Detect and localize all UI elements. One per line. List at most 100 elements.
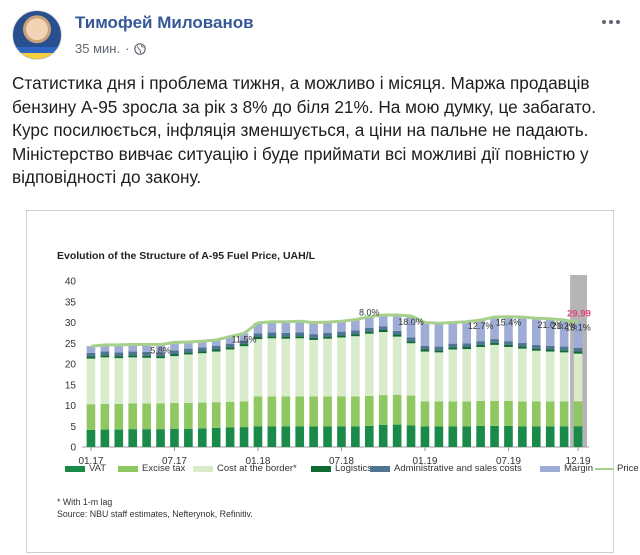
last-price-label: 29.99 (567, 309, 591, 320)
bar-segment (559, 352, 569, 402)
bar-segment (184, 354, 193, 404)
bar-segment (559, 320, 569, 347)
bar-segment (448, 426, 458, 447)
bar-segment (128, 429, 138, 447)
bar-segment (462, 401, 472, 427)
bar-segment (309, 426, 318, 447)
margin-annotation: 18.0% (398, 317, 424, 327)
chart-footnote: * With 1-m lag Source: NBU staff estimat… (57, 496, 253, 520)
bar-segment (573, 353, 583, 402)
bar-segment (309, 322, 318, 335)
bar-segment (114, 352, 124, 357)
bar-segment (309, 396, 318, 427)
x-tick-label: 01.18 (245, 456, 270, 467)
bar-segment (573, 401, 583, 427)
bar-segment (142, 351, 151, 356)
legend-swatch (370, 465, 390, 472)
legend-item: Logistics (311, 463, 372, 474)
bar-segment (128, 403, 138, 430)
bar-segment (86, 356, 96, 359)
bar-segment (170, 342, 179, 351)
bar-segment (351, 319, 360, 331)
bar-segment (448, 347, 458, 350)
bar-segment (197, 347, 207, 352)
bar-segment (142, 429, 151, 447)
bar-segment (128, 357, 138, 404)
bar-segment (490, 425, 499, 447)
bar-segment (364, 395, 374, 426)
post-text-line: Статистика дня і проблема тижня, а можли… (12, 73, 590, 93)
bar-segment (211, 427, 221, 447)
bar-segment (420, 349, 430, 352)
bar-segment (86, 346, 96, 353)
bar-segment (184, 352, 193, 355)
bar-segment (267, 426, 277, 447)
bar-segment (531, 318, 541, 345)
bar-segment (573, 321, 583, 348)
bar-segment (351, 336, 360, 397)
separator-dot: · (125, 41, 130, 56)
x-tick-label: 07.17 (162, 456, 187, 467)
bar-segment (476, 346, 485, 401)
bar-segment (351, 426, 360, 447)
y-tick-label: 0 (70, 443, 76, 454)
bar-segment (128, 344, 138, 352)
bar-segment (128, 355, 138, 358)
bar-segment (100, 344, 110, 352)
bar-segment (378, 425, 388, 447)
y-tick-label: 20 (65, 360, 77, 371)
price-line (90, 313, 579, 348)
bar-segment (225, 336, 235, 344)
bar-segment (142, 344, 151, 352)
bar-segment (253, 339, 263, 397)
bar-segment (476, 320, 485, 342)
bar-segment (239, 340, 249, 345)
bar-segment (86, 404, 96, 430)
margin-annotation: 19.1% (565, 323, 591, 333)
x-tick-label: 01.17 (78, 456, 103, 467)
globe-icon[interactable] (134, 42, 147, 55)
bar-segment (518, 342, 527, 347)
bar-segment (406, 343, 416, 396)
bar-segment (559, 426, 569, 447)
legend-label: Cost at the border* (217, 463, 297, 474)
bar-segment (309, 339, 318, 397)
more-options-icon[interactable] (602, 16, 624, 28)
bar-segment (448, 349, 458, 402)
bar-segment (337, 331, 346, 336)
bar-segment (267, 332, 277, 337)
bar-segment (295, 396, 305, 427)
bar-segment (281, 332, 291, 337)
bar-segment (364, 327, 374, 332)
bar-segment (462, 321, 472, 344)
avatar[interactable] (12, 10, 62, 60)
post-time[interactable]: 35 мин. (75, 41, 121, 56)
y-tick-label: 15 (65, 380, 77, 391)
bar-segment (420, 345, 430, 350)
chart-image[interactable]: Evolution of the Structure of A-95 Fuel … (26, 210, 639, 553)
bar-segment (518, 426, 527, 447)
legend-item: VAT (65, 463, 106, 474)
y-tick-label: 25 (65, 339, 77, 350)
bar-segment (142, 403, 151, 430)
bar-segment (170, 356, 179, 404)
bar-segment (197, 428, 207, 447)
bar-segment (239, 346, 249, 402)
legend-label: VAT (89, 463, 107, 474)
bar-segment (211, 402, 221, 428)
bar-segment (504, 344, 513, 347)
bar-segment (239, 333, 249, 341)
bar-segment (462, 343, 472, 347)
bar-segment (295, 336, 305, 339)
margin-annotation: 8.0% (359, 308, 380, 318)
bar-segment (337, 321, 346, 332)
bar-segment (573, 347, 583, 352)
bar-segment (392, 330, 402, 335)
y-tick-label: 30 (65, 318, 77, 329)
legend-swatch (193, 465, 213, 472)
bar-segment (573, 426, 583, 447)
bar-segment (392, 394, 402, 425)
bar-segment (476, 341, 485, 345)
author-name[interactable]: Тимофей Милованов (75, 13, 254, 32)
bar-segment (281, 426, 291, 447)
